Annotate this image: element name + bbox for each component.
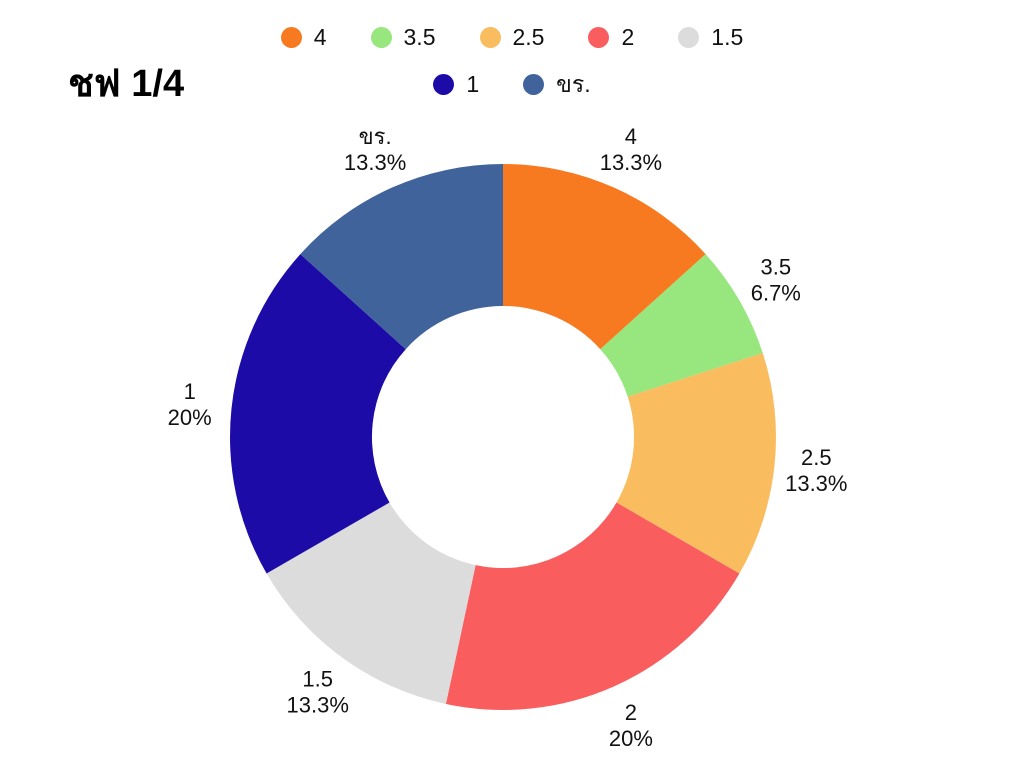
legend-swatch-icon [479,27,501,48]
legend-item[interactable]: ขร. [523,71,591,97]
donut-slice-5[interactable] [266,502,476,704]
legend-label: 2.5 [512,24,545,50]
legend-item[interactable]: 1.5 [678,26,743,49]
donut-slice-4[interactable] [445,502,740,710]
slice-label-2: 3.5 6.7% [751,255,801,306]
legend-item[interactable]: 4 [280,24,327,50]
slice-label-4: 2 20% [609,700,653,751]
donut-slice-6[interactable] [230,254,406,574]
donut-slice-7[interactable] [300,164,503,350]
legend-label: 2 [621,24,635,50]
legend-item[interactable]: 2.5 [479,24,545,50]
legend-row-1: 4 3.5 2.5 2 1.5 [280,24,743,50]
legend: 4 3.5 2.5 2 1.5 1 ขร. [0,26,1024,96]
slice-label-3: 2.5 13.3% [785,445,847,496]
legend-label: ขร. [556,71,591,97]
legend-item[interactable]: 3.5 [370,24,436,50]
legend-label: 3.5 [403,24,436,50]
legend-label: 1.5 [711,24,744,50]
legend-item[interactable]: 1 [433,73,479,96]
chart-title: ชฟ 1/4 [68,63,185,105]
legend-item[interactable]: 2 [588,26,634,49]
donut-slice-3[interactable] [616,352,776,574]
legend-label: 4 [313,24,327,50]
legend-label: 1 [466,71,480,97]
slice-label-5: 1.5 13.3% [287,667,349,718]
legend-swatch-icon [370,27,392,48]
slice-label-1: 4 13.3% [600,124,662,175]
legend-swatch-icon [280,27,302,48]
legend-swatch-icon [523,74,545,95]
slice-label-6: 1 20% [168,379,212,430]
legend-row-2: 1 ขร. [433,71,591,97]
donut-slice-1[interactable] [503,163,706,350]
legend-swatch-icon [433,74,455,95]
slice-label-7: ขร. 13.3% [344,124,406,175]
legend-swatch-icon [678,27,700,48]
donut-slice-2[interactable] [600,254,763,397]
legend-swatch-icon [588,27,610,48]
